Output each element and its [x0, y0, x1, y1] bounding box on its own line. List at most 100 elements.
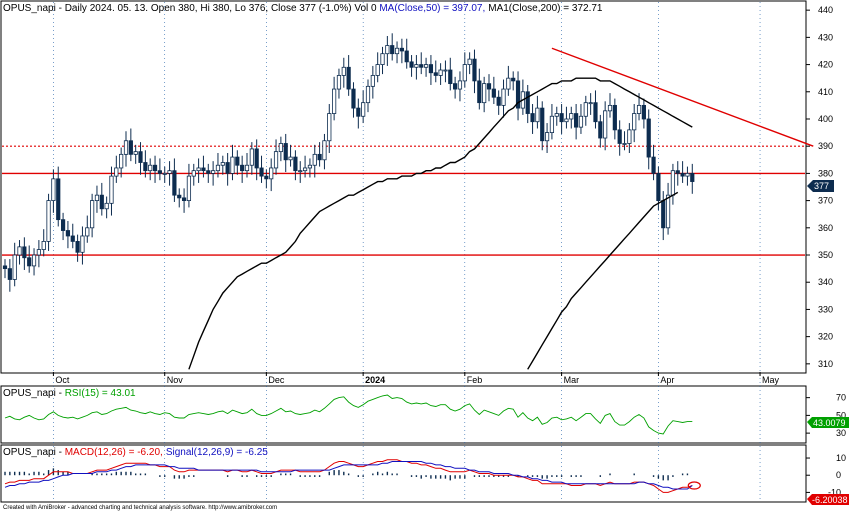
candle-body: [559, 113, 564, 123]
ticker-label: OPUS_napi: [3, 3, 56, 14]
candle-body: [641, 104, 646, 120]
candle-body: [51, 178, 56, 202]
candle-body: [404, 50, 409, 63]
macd-label: MACD(12,26) = -6.20,: [65, 447, 163, 458]
candle-body: [186, 175, 192, 202]
price-tick-label: 330: [818, 304, 833, 314]
ma200-line: [527, 191, 679, 370]
rsi-tick-label: 30: [836, 428, 846, 438]
rsi-line: [4, 394, 693, 435]
price-tick-label: 400: [818, 114, 833, 124]
candle-body: [191, 170, 196, 177]
candle-body: [288, 156, 293, 161]
price-tick-label: 440: [818, 5, 833, 15]
macd-tick-label: -10: [828, 487, 841, 497]
candle-body: [423, 64, 429, 68]
candle-body: [501, 88, 506, 106]
candle-body: [433, 72, 438, 76]
candle-body: [544, 132, 550, 142]
candle-body: [569, 113, 574, 120]
candle-body: [370, 75, 375, 87]
candle-body: [322, 140, 327, 161]
candle-body: [612, 104, 617, 131]
candle-body: [670, 170, 676, 196]
price-tick-label: 410: [818, 87, 833, 97]
candle-body: [356, 107, 361, 117]
candle-body: [36, 249, 41, 256]
candle-body: [152, 164, 158, 172]
candle-body: [278, 143, 283, 153]
price-tick-label: 340: [818, 277, 833, 287]
candle-body: [7, 268, 12, 280]
rsi-tick-label: 70: [836, 393, 846, 403]
candle-body: [428, 64, 434, 74]
candle-body: [394, 47, 400, 55]
candle-body: [361, 102, 366, 117]
ohlc-label: - Daily 2024. 05. 13. Open 380, Hi 380, …: [56, 3, 380, 14]
candle-body: [206, 170, 211, 174]
candle-body: [351, 88, 356, 109]
candle-body: [651, 156, 656, 174]
candle-body: [385, 45, 390, 55]
candle-body: [148, 164, 153, 172]
month-label: Dec: [268, 375, 285, 385]
candle-body: [56, 178, 61, 221]
month-label: 2024: [365, 375, 385, 385]
candle-body: [17, 246, 22, 256]
candle-body: [12, 254, 17, 280]
candle-body: [540, 107, 545, 142]
candle-body: [70, 235, 75, 242]
candle-body: [143, 162, 148, 172]
candle-body: [419, 64, 424, 68]
candle-body: [264, 175, 269, 180]
candle-body: [491, 88, 496, 98]
candle-body: [273, 151, 279, 169]
macd-tick-label: 10: [836, 453, 846, 463]
price-tag-text: 377: [814, 181, 829, 191]
macd-header: OPUS_napi - MACD(12,26) = -6.20, Signal(1…: [3, 447, 268, 458]
candle-body: [85, 227, 90, 237]
candle-body: [554, 113, 559, 117]
candle-body: [636, 104, 642, 114]
price-tick-label: 380: [818, 168, 833, 178]
candle-body: [133, 151, 138, 155]
macd-tick-label: 0: [836, 470, 841, 480]
candle-body: [627, 129, 632, 144]
candle-body: [317, 153, 322, 161]
candle-body: [661, 200, 666, 229]
candle-body: [215, 164, 221, 172]
month-label: Mar: [564, 375, 580, 385]
candle-body: [240, 164, 245, 172]
candle-body: [201, 167, 206, 172]
price-header: OPUS_napi - Daily 2024. 05. 13. Open 380…: [3, 3, 603, 14]
candle-body: [453, 83, 458, 90]
price-tick-label: 350: [818, 250, 833, 260]
candle-body: [181, 197, 187, 202]
macd-ticker: OPUS_napi -: [3, 447, 65, 458]
candle-body: [298, 170, 303, 173]
candle-body: [462, 64, 467, 82]
candle-body: [2, 265, 8, 270]
candle-body: [196, 167, 201, 172]
candle-body: [172, 170, 177, 196]
candle-body: [574, 113, 579, 128]
candle-body: [511, 77, 516, 82]
candle-body: [588, 102, 593, 105]
candle-body: [225, 162, 230, 174]
macd-line: [4, 459, 693, 493]
rsi-tick-label: 50: [836, 410, 846, 420]
candle-body: [332, 88, 337, 114]
candle-body: [380, 53, 385, 65]
candle-body: [506, 77, 511, 90]
ma50-line: [188, 77, 693, 370]
price-tick-label: 390: [818, 141, 833, 151]
month-label: Feb: [467, 375, 483, 385]
candle-body: [486, 83, 492, 90]
candle-body: [65, 230, 71, 237]
macd-tag-text: -6.20038: [812, 495, 848, 505]
rsi-panel: [0, 385, 807, 444]
month-label: Nov: [167, 375, 184, 385]
candle-body: [467, 58, 472, 65]
rsi-label: RSI(15) = 43.01: [65, 388, 136, 399]
candle-body: [157, 170, 162, 174]
